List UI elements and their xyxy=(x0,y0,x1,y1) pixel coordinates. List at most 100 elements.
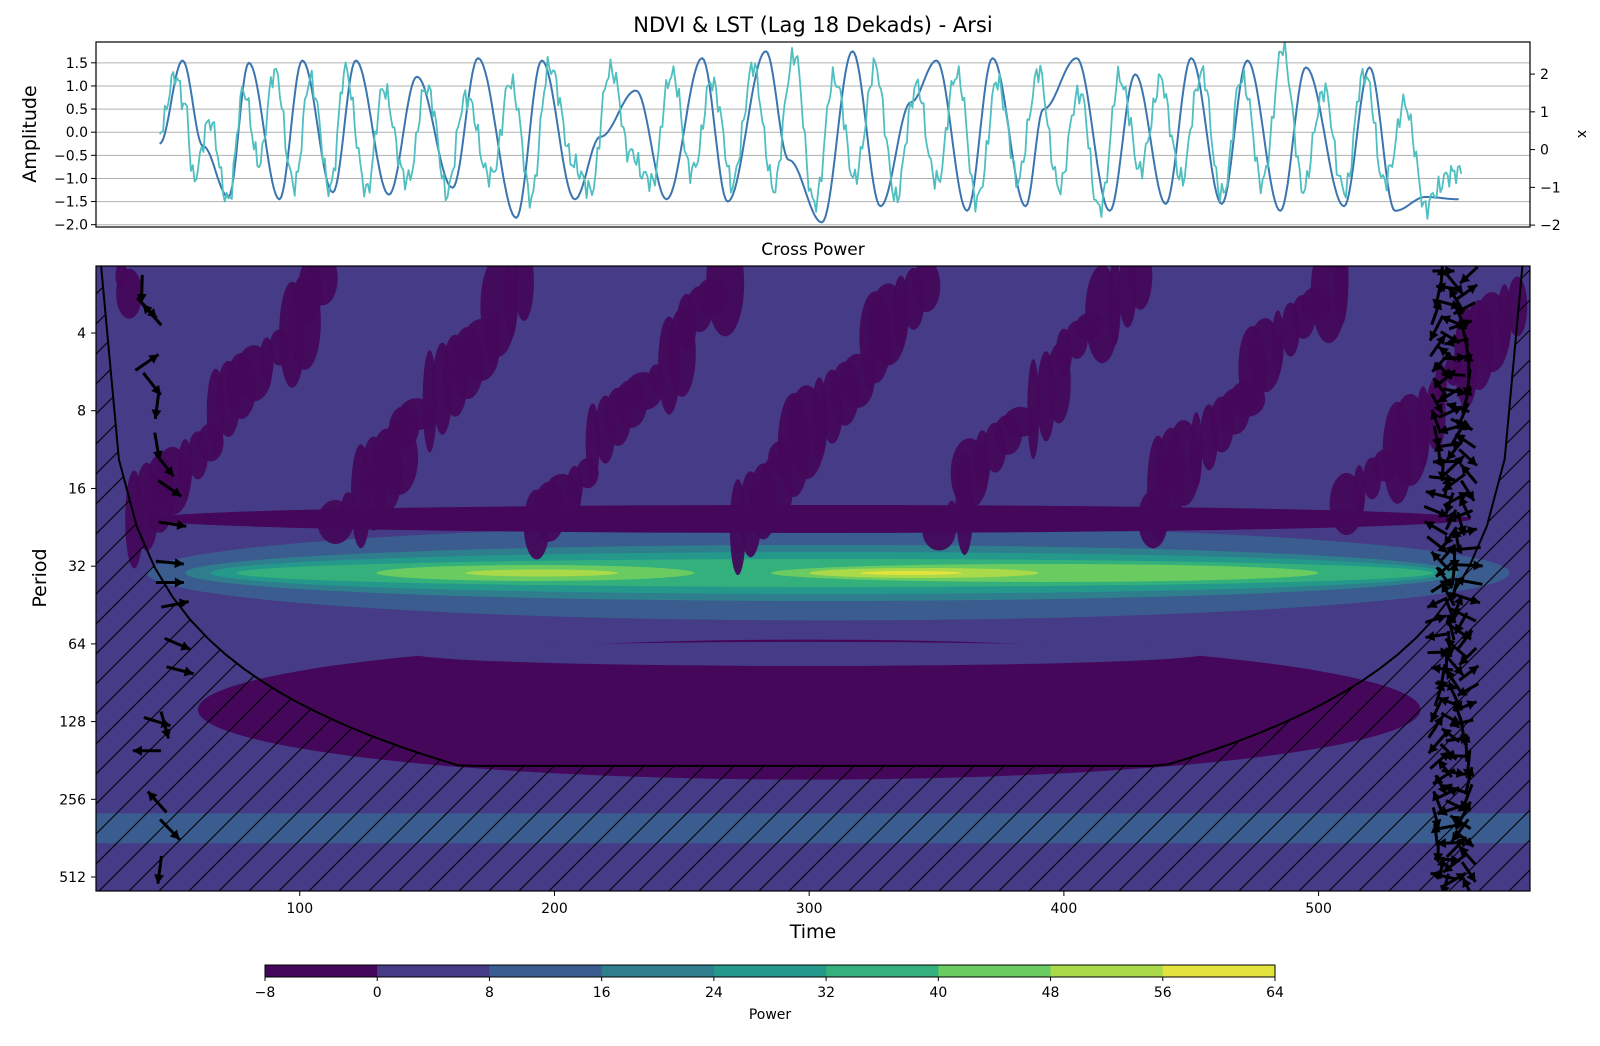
main-xticks: 100 200 300 400 500 xyxy=(286,891,1332,917)
phase-arrow xyxy=(1460,861,1477,883)
colorbar: −8 0 8 16 24 32 40 48 56 64 xyxy=(255,965,1284,1001)
main-xtick-label: 100 xyxy=(286,901,313,917)
phase-arrow xyxy=(1445,437,1466,462)
main-xtick-label: 500 xyxy=(1305,901,1332,917)
phase-arrow xyxy=(1436,387,1461,404)
phase-arrow xyxy=(1459,479,1476,502)
main-ytick-label: 16 xyxy=(68,481,86,497)
power-blob xyxy=(1128,266,1153,310)
phase-arrow xyxy=(132,745,161,756)
phase-arrow xyxy=(1459,463,1478,485)
phase-arrow xyxy=(1452,544,1481,555)
phase-arrow xyxy=(1443,490,1470,507)
main-ytick-label: 8 xyxy=(77,404,86,420)
power-blob xyxy=(116,268,143,319)
top-ytick-label: 0.0 xyxy=(66,125,88,141)
top-series-line-0 xyxy=(159,50,1459,224)
phase-arrow xyxy=(1432,790,1444,813)
phase-arrow xyxy=(1445,836,1468,859)
top-ytick-label: −2.0 xyxy=(54,218,88,234)
power-trough xyxy=(146,504,1472,533)
top-axes-frame xyxy=(95,41,1531,228)
power-blob xyxy=(864,346,877,391)
phase-arrow xyxy=(1426,535,1449,554)
power-blob xyxy=(912,266,941,313)
phase-arrow xyxy=(141,303,163,327)
phase-arrow xyxy=(1425,488,1452,500)
power-blob xyxy=(955,452,974,555)
coi-line xyxy=(100,266,1524,767)
phase-arrow xyxy=(146,790,168,814)
phase-arrow xyxy=(1442,475,1452,498)
colorbar-label: Power xyxy=(749,1007,792,1023)
colorbar-tick-label: 8 xyxy=(485,985,494,1001)
main-axes-frame xyxy=(95,265,1531,892)
colorbar-swatch xyxy=(713,965,827,977)
power-blob xyxy=(1108,266,1121,346)
phase-arrow xyxy=(1450,818,1470,843)
phase-arrow xyxy=(1441,768,1466,778)
main-ytick-label: 256 xyxy=(59,792,86,808)
phase-arrow xyxy=(1427,715,1445,739)
power-blob xyxy=(576,458,599,489)
top-ytick-label: 1.5 xyxy=(66,56,88,72)
phase-arrow xyxy=(1438,405,1464,419)
phase-arrow xyxy=(1456,283,1478,300)
phase-arrow xyxy=(1458,664,1480,682)
phase-arrow xyxy=(157,479,183,498)
phase-arrow xyxy=(136,274,147,303)
main-xlabel: Time xyxy=(789,921,837,943)
phase-arrow xyxy=(1443,653,1465,677)
power-band xyxy=(860,570,963,575)
top-series-line-1 xyxy=(158,42,1463,220)
top-title: NDVI & LST (Lag 18 Dekads) - Arsi xyxy=(633,13,992,37)
phase-arrow xyxy=(1425,631,1448,641)
power-blob xyxy=(485,311,502,364)
phase-arrow xyxy=(1437,804,1463,816)
phase-arrow xyxy=(1442,853,1467,874)
top-ytick-right-label: −1 xyxy=(1540,180,1561,196)
colorbar-swatch xyxy=(265,965,378,977)
phase-arrow xyxy=(1454,560,1483,571)
top-ytick-right-label: 1 xyxy=(1540,105,1549,121)
phase-arrow xyxy=(159,711,171,739)
phase-arrow xyxy=(1430,870,1457,881)
phase-arrow xyxy=(1444,637,1468,659)
colorbar-frame xyxy=(264,964,1276,978)
phase-arrow xyxy=(1444,668,1463,694)
main-xtick-label: 200 xyxy=(541,901,568,917)
power-band xyxy=(465,569,619,577)
phase-arrow xyxy=(1430,409,1441,432)
power-blob xyxy=(513,266,534,321)
phase-arrow xyxy=(1430,393,1444,415)
phase-arrow xyxy=(1426,596,1448,609)
phase-arrow xyxy=(1458,495,1472,519)
top-ytick-label: −1.5 xyxy=(54,195,88,211)
main-ytick-label: 128 xyxy=(59,715,86,731)
main-ytick-label: 4 xyxy=(77,326,86,342)
phase-arrow xyxy=(1447,287,1466,313)
power-blob xyxy=(380,420,419,495)
main-ytick-label: 512 xyxy=(59,870,86,886)
top-ytick-label: −1.0 xyxy=(54,171,88,187)
phase-arrow xyxy=(1430,299,1443,326)
main-ytick-label: 32 xyxy=(68,559,86,575)
top-series xyxy=(158,42,1463,224)
top-yticks-right: 2 1 0 −1 −2 xyxy=(1530,67,1561,234)
power-blob xyxy=(1271,310,1284,375)
colorbar-tick-label: 64 xyxy=(1266,985,1284,1001)
phase-arrow xyxy=(1431,351,1452,373)
phase-arrow xyxy=(1461,877,1472,891)
power-blob xyxy=(1190,412,1203,489)
phase-arrow xyxy=(164,637,191,651)
phase-arrow xyxy=(1433,680,1445,707)
phase-arrow xyxy=(1458,646,1478,666)
phase-arrow xyxy=(1436,838,1463,849)
phase-arrow xyxy=(1456,682,1480,697)
power-low-region xyxy=(197,639,1421,780)
colorbar-tick-label: −8 xyxy=(255,985,276,1001)
colorbar-swatch xyxy=(377,965,490,977)
phase-arrow xyxy=(1437,820,1465,831)
power-blob xyxy=(1046,343,1071,424)
